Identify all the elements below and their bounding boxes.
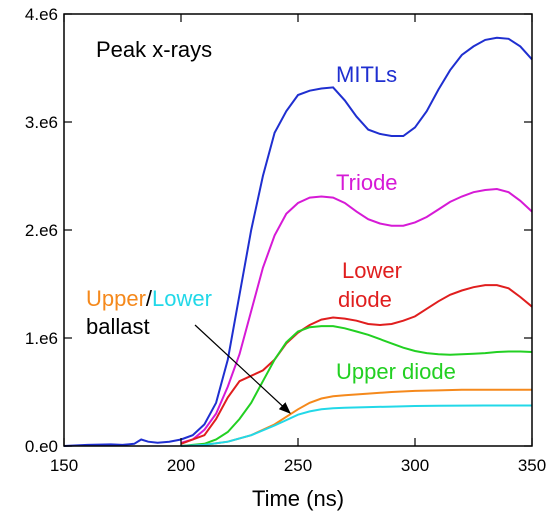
series-line-upper-ballast xyxy=(180,388,532,447)
series-line-lower-diode xyxy=(180,284,533,445)
series-line-triode xyxy=(180,187,533,444)
y-tick-label: 2.e6 xyxy=(25,221,58,240)
plot-frame xyxy=(63,13,533,447)
chart-title: Peak x-rays xyxy=(96,37,212,62)
label-ballast: ballast xyxy=(86,314,150,339)
series-layer xyxy=(63,36,533,447)
label-lower: Lower xyxy=(342,258,402,283)
series-line-mitls xyxy=(63,36,533,447)
x-axis-title: Time (ns) xyxy=(252,486,344,511)
series-line-upper-diode xyxy=(180,325,533,447)
label-mitls: MITLs xyxy=(336,62,397,87)
y-tick-label: 1.e6 xyxy=(25,329,58,348)
x-tick-label: 200 xyxy=(167,456,195,475)
x-tick-label: 300 xyxy=(401,456,429,475)
tick-layer: 150 200 250 300 350 0.e0 1.e6 2.e6 3.e6 4.e6 xyxy=(25,5,546,475)
label-upper-diode: Upper diode xyxy=(336,359,456,384)
label-slash: / xyxy=(146,286,153,311)
label-ballast-line1: Upper/Lower xyxy=(86,286,212,311)
x-tick-label: 350 xyxy=(518,456,546,475)
label-upper-ballast: Upper xyxy=(86,286,146,311)
series-line-lower-ballast xyxy=(180,404,532,447)
y-tick-label: 4.e6 xyxy=(25,5,58,24)
label-diode: diode xyxy=(338,287,392,312)
label-lower-ballast: Lower xyxy=(152,286,212,311)
x-tick-label: 150 xyxy=(50,456,78,475)
x-tick-label: 250 xyxy=(284,456,312,475)
label-triode: Triode xyxy=(336,170,398,195)
y-tick-label: 3.e6 xyxy=(25,113,58,132)
y-tick-label: 0.e0 xyxy=(25,437,58,456)
ballast-arrow xyxy=(194,324,291,414)
